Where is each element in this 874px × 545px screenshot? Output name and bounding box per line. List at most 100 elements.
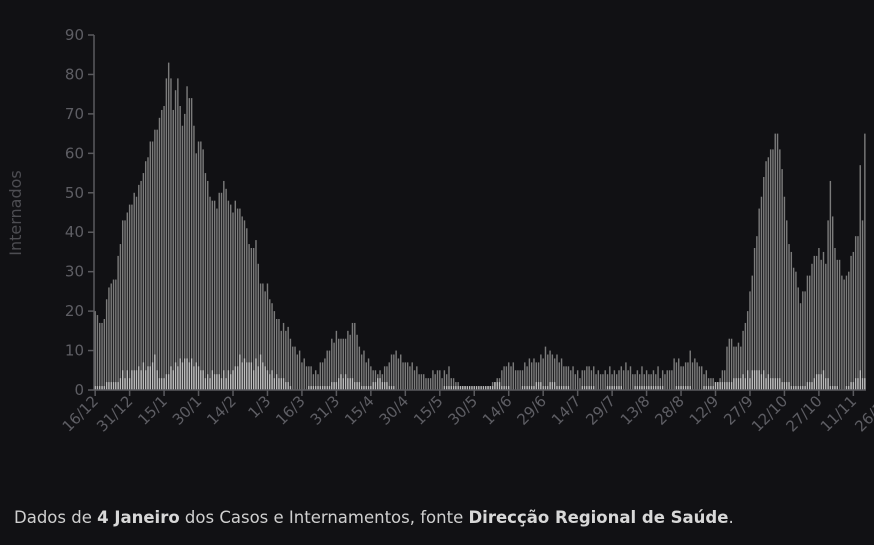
bar xyxy=(310,386,312,390)
bar xyxy=(705,370,708,390)
bar xyxy=(252,370,255,390)
bar xyxy=(848,386,850,390)
bar xyxy=(666,370,668,390)
bar xyxy=(519,370,521,390)
x-tick-label: 28/8 xyxy=(651,392,688,429)
bar xyxy=(735,378,737,390)
y-tick-label: 30 xyxy=(65,263,84,281)
bar xyxy=(657,366,659,390)
bar xyxy=(209,378,211,390)
bar xyxy=(712,378,714,390)
bar xyxy=(349,378,351,390)
bar xyxy=(751,370,753,390)
bar xyxy=(643,374,645,390)
bar xyxy=(799,386,802,390)
bar xyxy=(786,382,788,390)
bar xyxy=(508,362,510,390)
bar xyxy=(774,378,776,390)
x-tick-label: 1/3 xyxy=(245,392,275,422)
bar xyxy=(563,366,565,390)
bar xyxy=(151,141,154,390)
bar xyxy=(549,350,551,390)
bar xyxy=(703,386,705,390)
bar xyxy=(383,366,386,390)
bar xyxy=(508,386,510,390)
bar xyxy=(179,106,181,390)
bar xyxy=(611,386,613,390)
bar xyxy=(163,378,165,390)
bar xyxy=(753,370,756,390)
bar xyxy=(763,370,765,390)
bar xyxy=(418,374,420,390)
bar xyxy=(365,386,367,390)
bar xyxy=(395,350,397,390)
bar xyxy=(225,188,227,390)
bar xyxy=(374,370,377,390)
bar xyxy=(308,386,310,390)
bar xyxy=(767,374,770,390)
bar xyxy=(363,350,365,390)
bar xyxy=(606,374,609,390)
bar xyxy=(269,299,271,390)
x-tick-label: 30/4 xyxy=(376,392,413,429)
bar xyxy=(827,378,829,390)
bar xyxy=(861,220,864,390)
bar xyxy=(99,386,101,390)
bar xyxy=(471,386,473,390)
bar xyxy=(197,366,200,390)
bar xyxy=(246,228,248,390)
bar xyxy=(845,275,848,390)
bar xyxy=(632,374,634,390)
bar xyxy=(425,378,427,390)
bar xyxy=(340,338,342,390)
bar xyxy=(583,370,586,390)
bar xyxy=(344,338,347,390)
bar xyxy=(308,366,310,390)
bar xyxy=(494,382,496,390)
x-tick-label: 26/11 xyxy=(851,392,874,435)
bar xyxy=(367,386,370,390)
bar xyxy=(381,382,384,390)
bar xyxy=(774,133,776,391)
bar xyxy=(742,330,744,390)
bar xyxy=(223,370,225,390)
bar xyxy=(319,362,322,390)
bar xyxy=(211,370,214,390)
bar xyxy=(547,354,549,390)
bar xyxy=(751,275,753,390)
bar xyxy=(248,362,250,390)
footer-text-3: . xyxy=(728,508,734,527)
bar xyxy=(271,370,273,390)
bar xyxy=(230,374,232,390)
bar xyxy=(259,283,262,390)
bar xyxy=(769,149,772,390)
bar xyxy=(767,157,770,390)
bar xyxy=(273,378,276,390)
bar xyxy=(850,382,852,390)
bar xyxy=(370,386,372,390)
bar xyxy=(131,204,133,390)
bar xyxy=(432,370,434,390)
bar xyxy=(790,251,793,390)
bar xyxy=(158,378,161,390)
bar xyxy=(553,382,556,390)
bar xyxy=(138,366,140,390)
bar xyxy=(177,366,179,390)
bar xyxy=(551,354,554,390)
bar xyxy=(526,386,528,390)
bar xyxy=(682,366,685,390)
bar xyxy=(510,366,512,390)
bar xyxy=(689,350,691,390)
bar xyxy=(524,362,526,390)
bar xyxy=(459,386,462,390)
bar xyxy=(365,362,367,390)
bar xyxy=(207,374,209,390)
bar xyxy=(854,378,857,390)
bar xyxy=(854,236,857,390)
bar xyxy=(128,204,131,390)
x-tick-label: 30/5 xyxy=(445,392,482,429)
bar xyxy=(482,386,485,390)
bar xyxy=(165,374,168,390)
